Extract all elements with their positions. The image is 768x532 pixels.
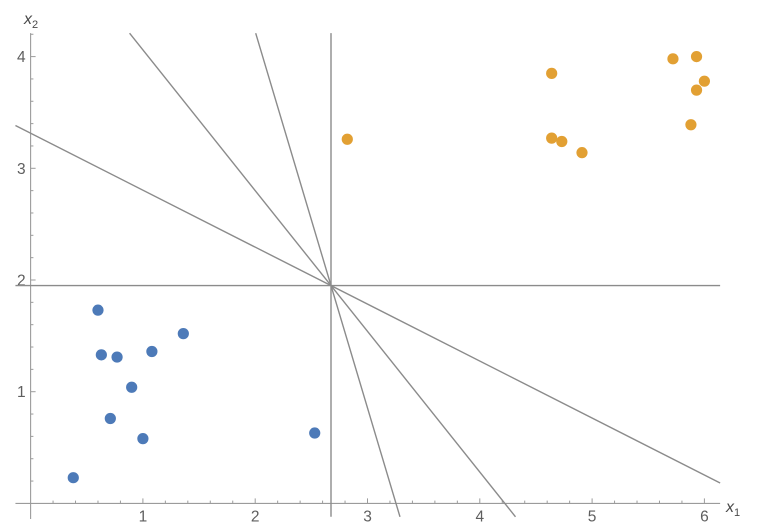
data-point-cluster-orange	[690, 51, 703, 63]
y-axis-label: x2	[24, 11, 39, 32]
data-point-cluster-blue	[126, 381, 138, 393]
x-tick-label: 2	[251, 508, 260, 525]
y-tick-label: 3	[17, 161, 26, 178]
x-axis-label: x1	[726, 499, 741, 520]
y-tick-label: 1	[17, 384, 26, 401]
data-point-cluster-blue	[92, 304, 104, 316]
data-point-cluster-blue	[309, 427, 321, 439]
data-point-cluster-blue	[95, 349, 107, 361]
data-point-cluster-orange	[341, 133, 353, 145]
y-tick-label: 2	[17, 273, 26, 290]
data-point-cluster-orange	[546, 132, 558, 144]
data-point-cluster-orange	[556, 135, 568, 148]
y-tick-label: 4	[17, 49, 26, 66]
x-tick-label: 1	[139, 508, 148, 525]
data-point-cluster-blue	[137, 433, 149, 445]
x-tick-label: 5	[588, 508, 597, 525]
data-point-cluster-blue	[111, 351, 123, 363]
data-point-cluster-blue	[177, 328, 189, 340]
data-point-cluster-blue	[104, 412, 116, 425]
data-point-cluster-blue	[67, 472, 79, 484]
x-tick-label: 3	[363, 508, 372, 525]
data-point-cluster-orange	[576, 147, 588, 159]
data-point-cluster-blue	[146, 345, 158, 358]
x-tick-label: 4	[475, 508, 484, 525]
separator-line-slope	[129, 32, 517, 518]
data-point-cluster-orange	[667, 53, 679, 65]
data-point-cluster-orange	[685, 119, 697, 131]
data-point-cluster-orange	[690, 84, 703, 96]
separator-line-slope	[15, 124, 721, 484]
separator-line-slope	[255, 32, 401, 518]
x-tick-label: 6	[700, 508, 709, 525]
data-point-cluster-orange	[698, 75, 711, 87]
data-point-cluster-orange	[546, 67, 558, 79]
